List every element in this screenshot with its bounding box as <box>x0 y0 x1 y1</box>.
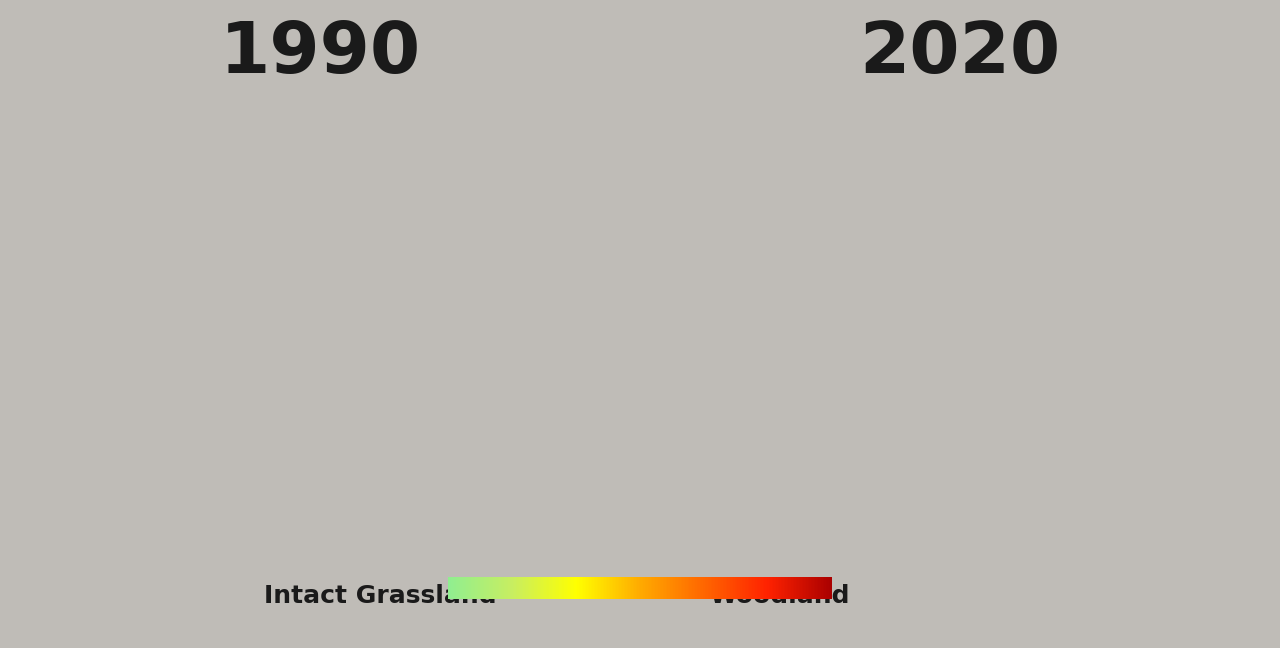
Text: Intact Grassland: Intact Grassland <box>264 584 497 608</box>
Text: 1990: 1990 <box>219 19 421 87</box>
Text: 2020: 2020 <box>859 19 1061 87</box>
Text: Woodland: Woodland <box>709 584 850 608</box>
